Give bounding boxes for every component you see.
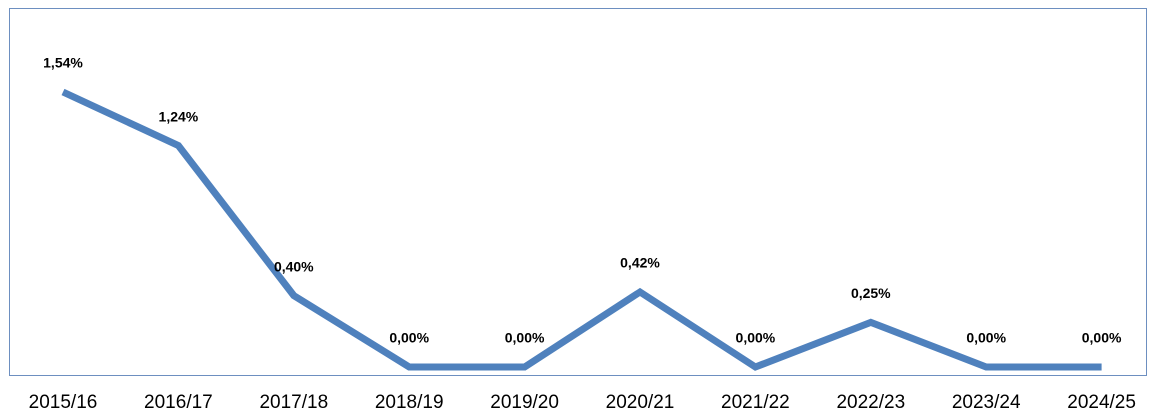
data-label: 0,00% bbox=[1082, 330, 1122, 346]
x-tick-label: 2015/16 bbox=[29, 392, 98, 413]
data-label: 0,00% bbox=[736, 330, 776, 346]
x-tick-label: 2023/24 bbox=[952, 392, 1021, 413]
x-tick-label: 2016/17 bbox=[144, 392, 213, 413]
data-label: 1,24% bbox=[159, 108, 199, 124]
plot-border bbox=[9, 8, 1147, 376]
data-label: 0,00% bbox=[389, 330, 429, 346]
data-label: 0,25% bbox=[851, 285, 891, 301]
x-tick-label: 2018/19 bbox=[375, 392, 444, 413]
data-label: 0,00% bbox=[966, 330, 1006, 346]
data-label: 1,54% bbox=[43, 55, 83, 71]
x-tick-label: 2017/18 bbox=[259, 392, 328, 413]
data-line bbox=[61, 88, 1102, 371]
x-tick-label: 2019/20 bbox=[490, 392, 559, 413]
x-tick-label: 2021/22 bbox=[721, 392, 790, 413]
x-tick-label: 2024/25 bbox=[1067, 392, 1136, 413]
x-tick-label: 2022/23 bbox=[836, 392, 905, 413]
data-label: 0,00% bbox=[505, 330, 545, 346]
data-label: 0,40% bbox=[274, 258, 314, 274]
data-label: 0,42% bbox=[620, 255, 660, 271]
x-tick-label: 2020/21 bbox=[606, 392, 675, 413]
